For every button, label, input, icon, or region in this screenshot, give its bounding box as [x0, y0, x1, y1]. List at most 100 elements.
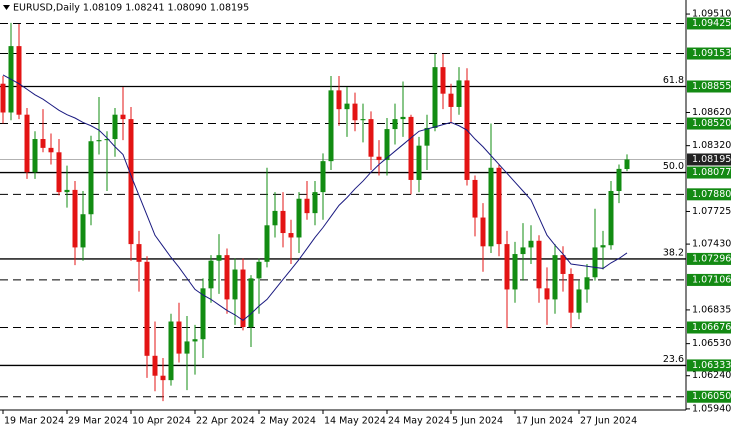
- y-tick-label: 1.08320: [692, 140, 731, 151]
- level-price: 1.07296: [692, 253, 731, 264]
- candle-body: [344, 103, 350, 110]
- level-price: 1.08855: [692, 81, 731, 92]
- candle-body: [400, 116, 406, 120]
- x-tick-label: 24 May 2024: [388, 416, 450, 427]
- candle-body: [320, 161, 326, 193]
- candle-body: [200, 288, 206, 340]
- fib-label: 61.8: [663, 75, 684, 86]
- level-price: 1.07880: [692, 189, 731, 200]
- level-box: [687, 321, 731, 334]
- candle-body: [496, 167, 502, 245]
- candle-body: [624, 159, 630, 169]
- x-tick-label: 17 Jun 2024: [516, 416, 573, 427]
- y-tick-label: 1.05940: [692, 403, 731, 414]
- y-tick-label: 1.07725: [692, 206, 731, 217]
- candle-body: [584, 277, 590, 290]
- candle-body: [456, 80, 462, 107]
- menu-triangle: [3, 5, 10, 10]
- candle-body: [216, 255, 222, 261]
- last-price-label: 1.08195: [692, 154, 731, 165]
- y-tick-label: 1.08620: [692, 107, 731, 118]
- candle-body: [424, 127, 430, 146]
- candle-body: [40, 139, 46, 148]
- fib-label: 50.0: [663, 161, 684, 172]
- candle-body: [536, 240, 542, 289]
- x-tick-label: 2 May 2024: [260, 416, 316, 427]
- fib-label: 38.2: [663, 247, 684, 258]
- level-price: 1.06333: [692, 360, 731, 371]
- candle-body: [352, 103, 358, 121]
- candle-body: [96, 140, 102, 142]
- candle-body: [32, 139, 38, 173]
- candle-body: [192, 339, 198, 342]
- level-price: 1.08077: [692, 167, 731, 178]
- candle-body: [232, 269, 238, 300]
- x-tick-label: 22 Apr 2024: [196, 416, 255, 427]
- level-price: 1.09153: [692, 48, 731, 59]
- candle-body: [72, 189, 78, 248]
- chart-title: EURUSD,Daily 1.08109 1.08241 1.08090 1.0…: [13, 3, 249, 14]
- candle-body: [24, 114, 30, 173]
- candle-body: [280, 210, 286, 234]
- level-box: [687, 47, 731, 60]
- level-box: [687, 166, 731, 179]
- candle-body: [576, 289, 582, 313]
- candle-body: [560, 255, 566, 274]
- candle-body: [528, 240, 534, 248]
- candle-body: [88, 141, 94, 215]
- candle-body: [600, 245, 606, 248]
- candle-body: [0, 83, 6, 113]
- candle-body: [408, 116, 414, 180]
- level-box: [687, 117, 731, 130]
- candle-body: [336, 90, 342, 110]
- x-tick-label: 10 Apr 2024: [132, 416, 191, 427]
- candle-body: [112, 114, 118, 140]
- candle-body: [360, 119, 366, 121]
- candle-body: [296, 198, 302, 238]
- y-tick-label: 1.06240: [692, 370, 731, 381]
- y-tick-label: 1.06530: [692, 338, 731, 349]
- candle-body: [448, 93, 454, 107]
- candle-body: [144, 261, 150, 356]
- level-price: 1.06676: [692, 322, 731, 333]
- candle-body: [152, 355, 158, 376]
- candle-body: [56, 152, 62, 193]
- last-price-box: [687, 153, 731, 166]
- level-box: [687, 390, 731, 403]
- x-tick-label: 27 Jun 2024: [580, 416, 637, 427]
- candle-body: [184, 341, 190, 354]
- candle-body: [504, 244, 510, 290]
- level-box: [687, 80, 731, 93]
- y-tick-label: 1.07430: [692, 239, 731, 250]
- candle-body: [48, 147, 54, 153]
- candle-body: [392, 119, 398, 130]
- candle-body: [472, 179, 478, 218]
- candle-body: [520, 247, 526, 255]
- candle-body: [288, 233, 294, 238]
- candle-body: [264, 225, 270, 262]
- candle-body: [208, 260, 214, 289]
- candle-body: [272, 210, 278, 226]
- level-price: 1.07106: [692, 274, 731, 285]
- level-box: [687, 273, 731, 286]
- moving-average: [2, 74, 628, 322]
- x-tick-label: 5 Jun 2024: [452, 416, 503, 427]
- candle-body: [160, 375, 166, 381]
- candle-body: [240, 269, 246, 328]
- candle-body: [176, 321, 182, 354]
- candle-body: [608, 191, 614, 246]
- candle-body: [104, 139, 110, 141]
- candle-body: [80, 214, 86, 248]
- candle-body: [248, 278, 254, 328]
- y-tick-label: 1.06835: [692, 304, 731, 315]
- level-price: 1.06050: [692, 391, 731, 402]
- level-box: [687, 359, 731, 372]
- candle-body: [328, 90, 334, 162]
- candle-body: [304, 198, 310, 214]
- x-tick-label: 29 Mar 2024: [68, 416, 128, 427]
- candle-body: [256, 261, 262, 279]
- candle-body: [16, 46, 22, 115]
- candle-body: [416, 145, 422, 180]
- candle-body: [480, 217, 486, 247]
